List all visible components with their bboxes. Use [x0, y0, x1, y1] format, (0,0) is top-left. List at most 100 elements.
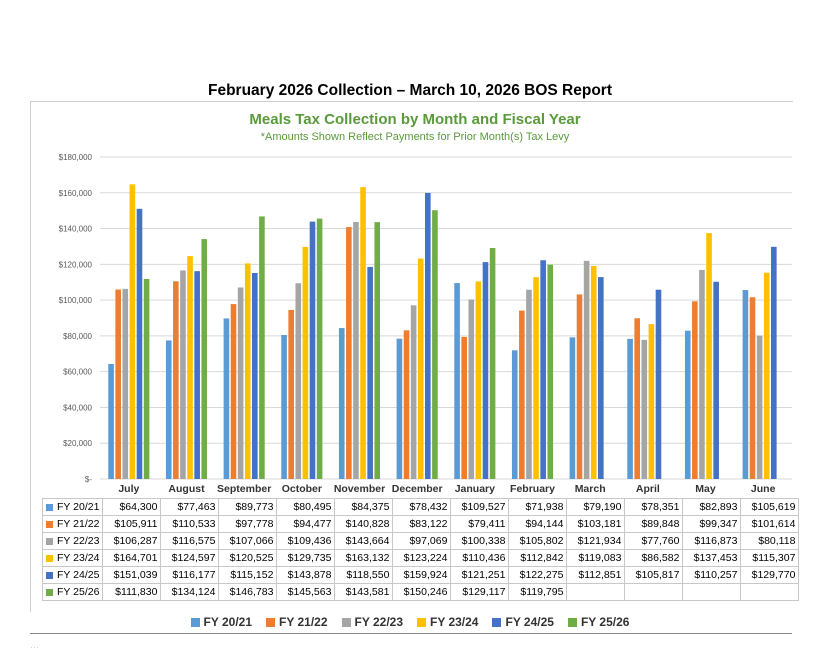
bar: [749, 297, 756, 479]
series-label: FY 22/23: [41, 532, 104, 550]
table-cell: $111,830: [102, 583, 162, 601]
table-cell: $150,246: [392, 583, 452, 601]
bar: [641, 339, 648, 479]
legend-label: FY 22/23: [354, 615, 403, 629]
table-row: FY 23/24 $164,701 $124,597 $120,525 $129,735…: [41, 549, 800, 567]
bar: [648, 324, 655, 479]
bar: [187, 256, 193, 479]
table-cell: $77,463: [160, 498, 220, 516]
legend-swatch: [190, 618, 200, 628]
bar: [346, 227, 352, 479]
chart-legend: FY 20/21 FY 21/22 FY 22/23 FY 23/24 FY 24/25…: [0, 615, 820, 629]
table-cell: $80,495: [276, 498, 336, 516]
table-row: FY 20/21 $64,300 $77,463 $89,773 $80,495 $84,…: [41, 498, 800, 516]
table-cell: $143,581: [334, 583, 394, 601]
x-tick-label: July: [118, 483, 139, 495]
table-cell: $89,848: [624, 515, 684, 533]
table-cell: $78,351: [624, 498, 684, 516]
table-cell: $100,338: [450, 532, 510, 550]
x-tick-label: April: [636, 483, 660, 495]
bar: [223, 318, 230, 479]
y-tick-label: $180,000: [59, 153, 93, 162]
series-label: FY 21/22: [41, 515, 104, 533]
series-name: FY 24/25: [57, 569, 100, 581]
series-name: FY 25/26: [57, 586, 100, 598]
table-cell: $103,181: [566, 515, 626, 533]
y-tick-label: $40,000: [63, 403, 92, 412]
table-cell: [740, 583, 800, 601]
table-cell: $151,039: [102, 566, 162, 584]
table-cell: $86,582: [624, 549, 684, 567]
bar: [410, 305, 417, 479]
bar: [454, 283, 460, 479]
bar: [569, 337, 576, 479]
y-tick-label: $100,000: [59, 296, 93, 305]
table-cell: $83,122: [392, 515, 452, 533]
table-cell: $159,924: [392, 566, 452, 584]
bar: [165, 340, 172, 479]
cutoff-footnote: ...: [30, 640, 40, 648]
series-swatch: [46, 520, 53, 528]
table-cell: $78,432: [392, 498, 452, 516]
bar: [475, 281, 482, 479]
legend-swatch: [417, 618, 426, 628]
bar: [115, 289, 121, 479]
table-cell: [682, 583, 742, 601]
legend-item: FY 21/22: [266, 615, 328, 629]
bar: [590, 265, 597, 479]
table-cell: $123,224: [392, 549, 452, 567]
bar: [461, 336, 467, 479]
series-name: FY 22/23: [57, 535, 100, 547]
table-cell: $109,527: [450, 498, 510, 516]
legend-label: FY 21/22: [279, 615, 328, 629]
table-cell: $105,802: [508, 532, 568, 550]
table-cell: $119,795: [508, 583, 568, 601]
table-cell: $146,783: [218, 583, 278, 601]
table-row: FY 22/23 $106,287 $116,575 $107,066 $109,436…: [41, 532, 800, 550]
bar: [252, 273, 258, 479]
table-cell: $94,144: [508, 515, 568, 533]
table-cell: $129,117: [450, 583, 510, 601]
table-cell: $124,597: [160, 549, 220, 567]
bar: [122, 288, 129, 479]
bar: [713, 281, 719, 479]
bar: [540, 260, 546, 479]
table-row: FY 25/26 $111,830 $134,124 $146,783 $145,563…: [41, 583, 800, 601]
series-swatch: [46, 554, 53, 562]
bar: [598, 277, 604, 479]
x-tick-label: September: [217, 483, 271, 495]
bar: [129, 184, 136, 479]
table-cell: $118,550: [334, 566, 394, 584]
series-swatch: [46, 588, 53, 596]
legend-label: FY 23/24: [430, 615, 479, 629]
y-tick-label: $60,000: [63, 368, 92, 377]
table-cell: $112,842: [508, 549, 568, 567]
series-name: FY 20/21: [57, 501, 100, 513]
table-cell: $105,619: [740, 498, 800, 516]
table-cell: $79,190: [566, 498, 626, 516]
bar: [316, 218, 323, 479]
table-cell: $99,347: [682, 515, 742, 533]
table-cell: $110,257: [682, 566, 742, 584]
bar: [281, 335, 287, 479]
bar: [136, 208, 143, 479]
bar: [634, 318, 640, 479]
table-cell: [624, 583, 684, 601]
table-cell: $137,453: [682, 549, 742, 567]
table-cell: $121,934: [566, 532, 626, 550]
x-tick-label: June: [751, 483, 776, 495]
table-cell: $79,411: [450, 515, 510, 533]
legend-swatch: [266, 618, 276, 628]
divider: [30, 633, 792, 634]
bar: [295, 283, 302, 479]
chart-frame: [30, 101, 793, 612]
x-tick-label: December: [392, 483, 443, 495]
bar: [417, 258, 424, 479]
table-cell: $129,770: [740, 566, 800, 584]
table-cell: $112,851: [566, 566, 626, 584]
bar: [699, 269, 705, 479]
chart-subtitle: *Amounts Shown Reflect Payments for Prio…: [260, 131, 570, 143]
series-label: FY 23/24: [41, 549, 104, 567]
x-tick-label: January: [455, 483, 495, 495]
report-title: February 2026 Collection – March 10, 202…: [207, 82, 612, 99]
